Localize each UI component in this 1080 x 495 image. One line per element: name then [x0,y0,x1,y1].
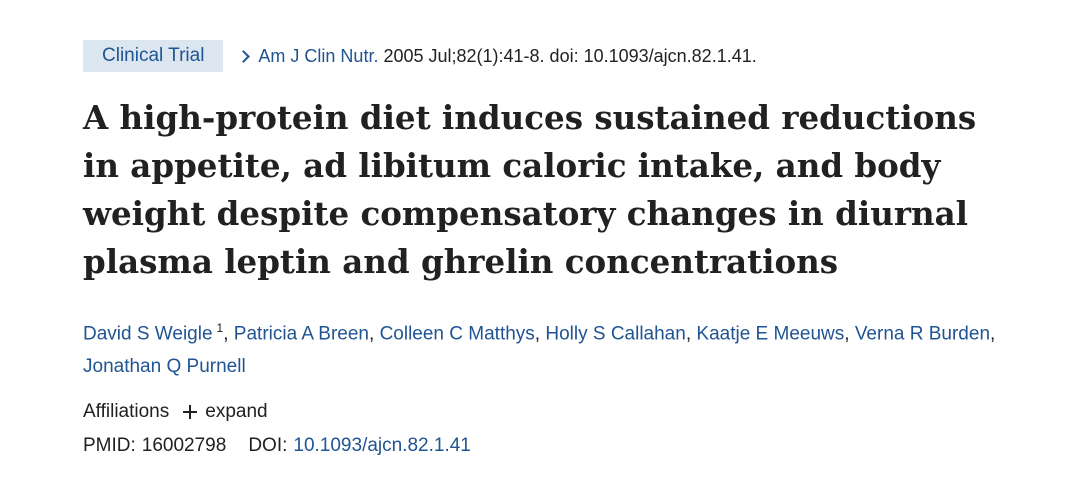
affiliations-label: Affiliations [83,401,170,423]
affiliation-superscript[interactable]: 1 [216,321,224,335]
publication-type-badge: Clinical Trial [83,40,224,72]
citation-details: 2005 Jul;82(1):41-8. doi: 10.1093/ajcn.8… [378,45,757,66]
author-separator: , [844,323,855,345]
author-link[interactable]: David S Weigle [83,323,213,345]
doi-label: DOI: [248,435,288,457]
identifiers-row: PMID: 16002798 DOI: 10.1093/ajcn.82.1.41 [83,431,1023,461]
author-link[interactable]: Patricia A Breen [233,323,369,345]
pmid-label: PMID: [83,435,136,457]
author-separator: , [534,323,546,345]
author-separator: , [369,323,380,345]
author-list: David S Weigle 1, Patricia A Breen, Colle… [83,312,1023,383]
author-link[interactable]: Holly S Callahan [545,323,686,345]
author-link[interactable]: Colleen C Matthys [379,323,535,345]
author-link[interactable]: Verna R Burden [854,323,991,345]
plus-icon[interactable] [183,405,198,420]
article-header: Clinical Trial Am J Clin Nutr. 2005 Jul;… [83,40,1023,461]
article-title: A high-protein diet induces sustained re… [83,98,977,281]
expand-affiliations-button[interactable]: expand [205,401,268,423]
author-separator: , [990,323,996,345]
author-link[interactable]: Jonathan Q Purnell [83,356,246,378]
journal-link[interactable]: Am J Clin Nutr. [258,45,379,66]
chevron-right-icon[interactable] [237,49,251,63]
pmid-value: 16002798 [141,435,227,457]
citation-row: Clinical Trial Am J Clin Nutr. 2005 Jul;… [83,40,1023,72]
author-link[interactable]: Kaatje E Meeuws [696,323,845,345]
affiliations-row: Affiliations expand [83,397,1023,427]
doi-link[interactable]: 10.1093/ajcn.82.1.41 [293,435,471,457]
author-separator: , [685,323,697,345]
author-separator: , [223,323,234,345]
